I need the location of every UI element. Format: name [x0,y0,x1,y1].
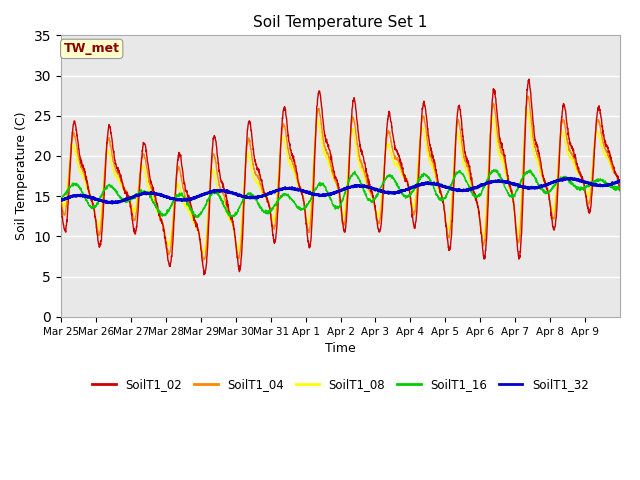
X-axis label: Time: Time [325,342,356,355]
Y-axis label: Soil Temperature (C): Soil Temperature (C) [15,112,28,240]
Legend: SoilT1_02, SoilT1_04, SoilT1_08, SoilT1_16, SoilT1_32: SoilT1_02, SoilT1_04, SoilT1_08, SoilT1_… [88,373,593,396]
Title: Soil Temperature Set 1: Soil Temperature Set 1 [253,15,428,30]
Text: TW_met: TW_met [64,42,120,55]
